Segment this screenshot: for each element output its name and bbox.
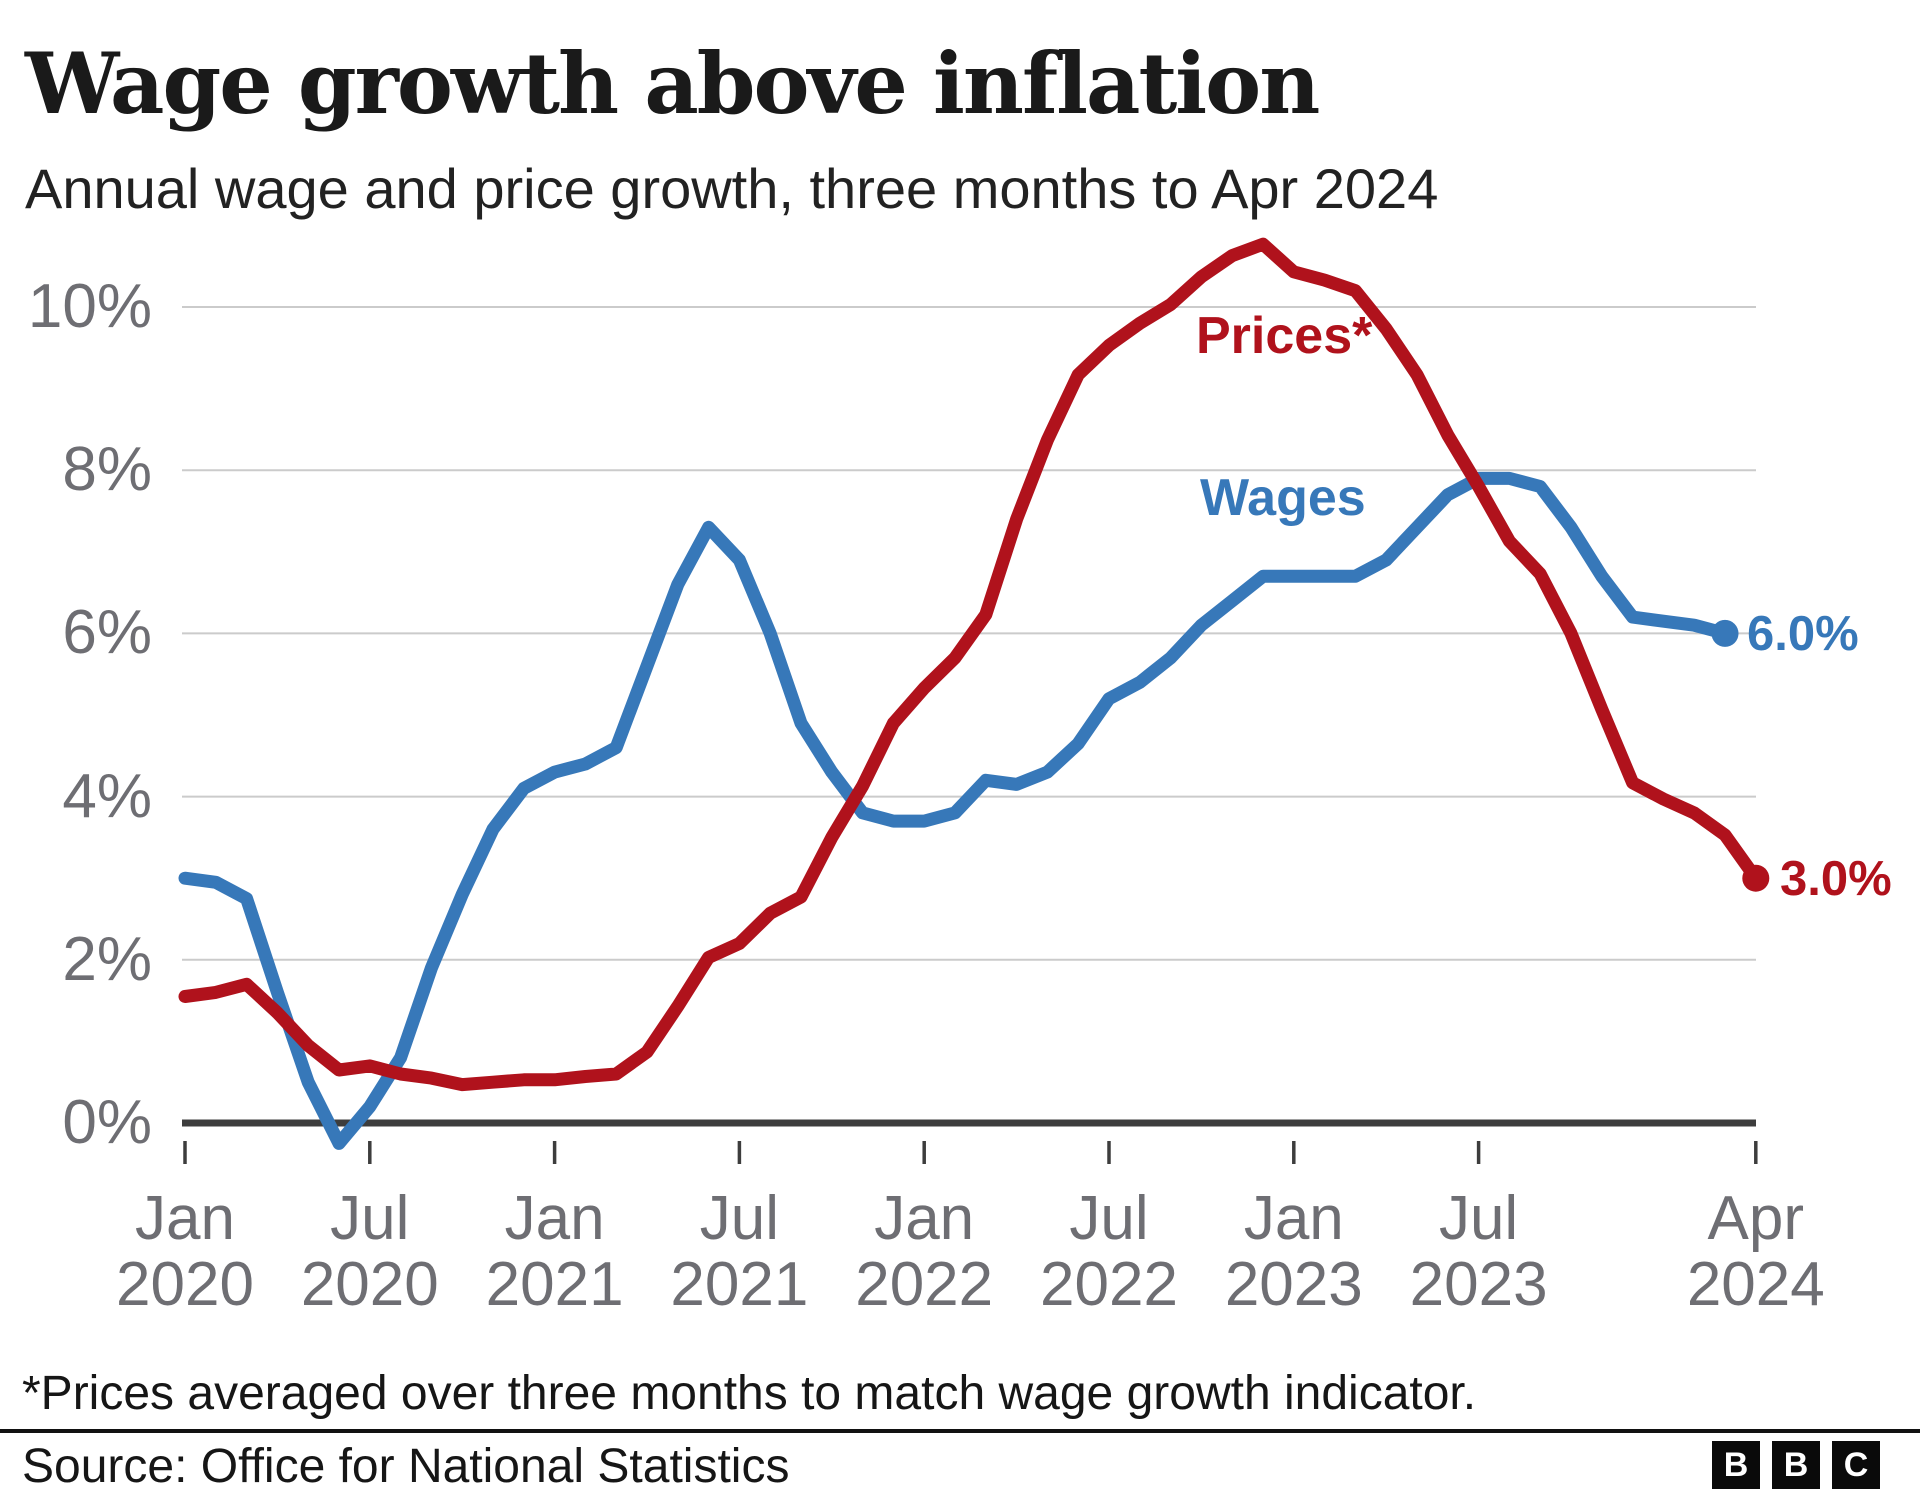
- wages-series-label: Wages: [1200, 469, 1366, 527]
- y-axis-label-10%: 10%: [27, 272, 152, 341]
- y-axis-label-2%: 2%: [62, 924, 152, 994]
- x-axis-label-Jul-2021: Jul 2021: [619, 1186, 859, 1318]
- prices-end-value-label: 3.0%: [1780, 852, 1892, 906]
- prices-endpoint-dot: [1742, 864, 1770, 892]
- wages-line: [178, 471, 1732, 1150]
- x-axis-year: 2021: [485, 1250, 624, 1319]
- x-axis-month: Jul: [1438, 1184, 1519, 1253]
- x-axis-month: Jul: [1069, 1184, 1149, 1253]
- x-axis-year: 2023: [1409, 1250, 1548, 1319]
- x-axis-month: Jul: [699, 1184, 780, 1253]
- footer-divider-line: [0, 1429, 1920, 1433]
- x-axis-label-Jan-2022: Jan 2022: [804, 1186, 1044, 1318]
- y-axis-label-6%: 6%: [62, 598, 152, 668]
- x-axis-month: Jan: [504, 1184, 605, 1253]
- x-axis-year: 2020: [300, 1250, 439, 1319]
- bbc-logo-letter-b-1: B: [1772, 1441, 1820, 1489]
- x-axis-label-Jan-2020: Jan 2020: [65, 1186, 305, 1318]
- x-axis-year: 2021: [670, 1250, 809, 1319]
- x-axis-year: 2023: [1224, 1250, 1363, 1319]
- y-axis-label-4%: 4%: [62, 761, 152, 831]
- chart-subtitle: Annual wage and price growth, three mont…: [25, 157, 1439, 220]
- x-axis-label-Apr-2024: Apr 2024: [1636, 1186, 1876, 1318]
- x-axis-year: 2022: [1040, 1250, 1178, 1319]
- x-axis-label-Jan-2023: Jan 2023: [1174, 1186, 1414, 1318]
- x-axis-month: Jan: [1243, 1184, 1344, 1253]
- x-axis-year: 2022: [855, 1250, 994, 1319]
- x-axis-month: Jul: [330, 1184, 410, 1253]
- wages-end-value-label: 6.0%: [1747, 607, 1859, 661]
- x-axis-label-Jul-2023: Jul 2023: [1359, 1186, 1599, 1318]
- bbc-logo-letter-b-0: B: [1712, 1441, 1760, 1489]
- wages-endpoint-dot: [1711, 619, 1739, 647]
- x-axis-year: 2020: [116, 1250, 254, 1319]
- source-credit: Source: Office for National Statistics: [22, 1440, 790, 1493]
- y-axis-label-8%: 8%: [62, 435, 152, 505]
- prices-line: [178, 237, 1763, 1092]
- x-axis-month: Jan: [874, 1184, 975, 1253]
- x-axis-month: Jan: [135, 1184, 235, 1253]
- bbc-logo-letter-c-2: C: [1832, 1441, 1880, 1489]
- x-axis-label-Jul-2020: Jul 2020: [250, 1186, 490, 1318]
- chart-footnote: *Prices averaged over three months to ma…: [22, 1367, 1477, 1420]
- x-axis-label-Jan-2021: Jan 2021: [435, 1186, 675, 1318]
- x-axis-year: 2024: [1686, 1250, 1825, 1319]
- x-axis-label-Jul-2022: Jul 2022: [989, 1186, 1229, 1318]
- chart-title: Wage growth above inflation: [25, 34, 1320, 133]
- y-axis-label-0%: 0%: [62, 1088, 152, 1157]
- prices-series-label: Prices*: [1196, 307, 1373, 365]
- x-axis-month: Apr: [1707, 1184, 1805, 1253]
